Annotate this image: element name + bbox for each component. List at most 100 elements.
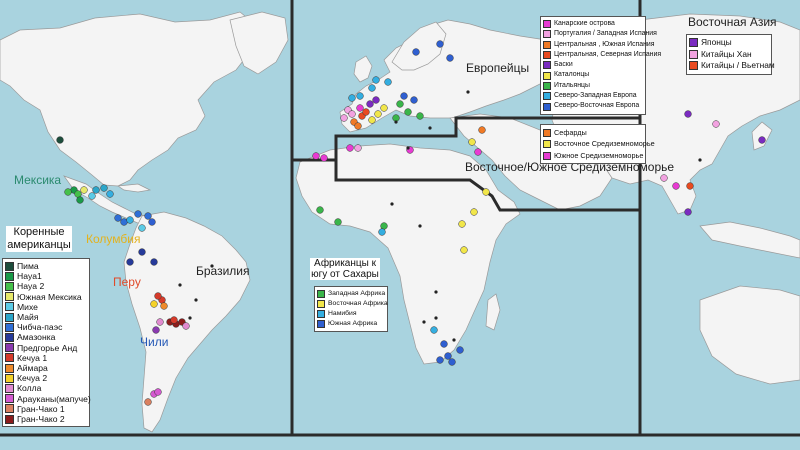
- sample-dot: [468, 138, 476, 146]
- legend-swatch: [543, 81, 551, 90]
- legend-swatch: [543, 40, 551, 49]
- legend-swatch: [5, 261, 14, 271]
- legend-label: Восточная Африка: [328, 300, 388, 307]
- legend-swatch: [543, 151, 551, 160]
- africa: [295, 143, 521, 365]
- legend-swatch: [5, 384, 14, 394]
- sample-dot: [80, 186, 88, 194]
- sample-dot: [150, 258, 158, 266]
- sample-dot: [156, 318, 164, 326]
- sample-dot: [412, 48, 420, 56]
- eastasia-title: Восточная Азия: [688, 15, 777, 29]
- sample-dot: [758, 136, 766, 144]
- legend-item: Колла: [5, 383, 87, 393]
- legend-label: Гран-Чако 2: [17, 414, 65, 425]
- sample-dot: [392, 114, 400, 122]
- legend-item: Пима: [5, 261, 87, 271]
- sample-dot: [478, 126, 486, 134]
- sample-dot: [88, 192, 96, 200]
- middle-east: [449, 113, 613, 211]
- europe-title: Европейцы: [466, 61, 529, 75]
- legend-swatch: [543, 140, 551, 149]
- legend-label: Западная Африка: [328, 290, 386, 297]
- legend-label: Намибия: [328, 310, 357, 317]
- sample-dot: [154, 388, 162, 396]
- legend-item: Кечуа 2: [5, 373, 87, 383]
- legend-item: Центральная, Северная Испания: [543, 50, 661, 60]
- sample-dot: [340, 114, 348, 122]
- sample-dot: [400, 92, 408, 100]
- legend-item: Португалия / Западная Испания: [543, 29, 657, 39]
- legend-swatch: [5, 312, 14, 322]
- sample-dot: [76, 196, 84, 204]
- legend-swatch: [5, 322, 14, 332]
- legend-swatch: [5, 292, 14, 302]
- sample-dot: [436, 356, 444, 364]
- legend-label: Каталонцы: [554, 71, 590, 79]
- legend-item: Восточная Африка: [317, 299, 388, 309]
- sample-dot: [380, 104, 388, 112]
- legend-item: Восточное Средиземноморье: [543, 138, 655, 149]
- australia: [699, 285, 800, 385]
- legend-item: Намибия: [317, 309, 385, 319]
- legend-swatch: [543, 92, 551, 101]
- sample-dot: [430, 326, 438, 334]
- legend-label: Центральная, Северная Испания: [554, 50, 662, 58]
- legend-label: Аймара: [17, 363, 48, 374]
- legend-native-american: Пима Наyа1 Наyа 2 Южная Мексика Михе Майя Чибч…: [2, 258, 91, 428]
- sample-dot: [372, 76, 380, 84]
- sample-dot: [684, 110, 692, 118]
- legend-swatch: [543, 61, 551, 70]
- legend-item: Амазонка: [5, 332, 87, 342]
- frame-line: [334, 116, 640, 160]
- legend-label: Китайцы / Вьетнам: [701, 60, 775, 70]
- sample-dot: [106, 190, 114, 198]
- legend-item: Аймара: [5, 363, 87, 373]
- legend-label: Южное Средиземноморье: [554, 150, 644, 160]
- sample-dot: [188, 316, 192, 320]
- sample-dot: [126, 258, 134, 266]
- sample-dot: [144, 398, 152, 406]
- legend-label: Михе: [17, 301, 38, 312]
- sample-dot: [406, 146, 410, 150]
- legend-swatch: [317, 310, 325, 318]
- sample-dot: [348, 110, 356, 118]
- sample-dot: [366, 100, 374, 108]
- legend-label: Китайцы Хан: [701, 48, 752, 59]
- legend-item: Баски: [543, 60, 643, 70]
- sample-dot: [152, 326, 160, 334]
- legend-label: Арауканы(мапуче): [17, 393, 91, 404]
- sample-dot: [348, 94, 356, 102]
- label-peru: Перу: [113, 275, 141, 289]
- sample-dot: [312, 152, 320, 160]
- legend-swatch: [5, 414, 14, 424]
- legend-label: Гран-Чако 1: [17, 403, 65, 414]
- legend-swatch: [317, 320, 325, 328]
- legend-swatch: [5, 271, 14, 281]
- legend-item: Гран-Чако 1: [5, 404, 87, 414]
- legend-item: Южное Средиземноморье: [543, 150, 643, 161]
- legend-swatch: [5, 302, 14, 312]
- sample-dot: [440, 340, 448, 348]
- legend-item: Японцы: [689, 37, 769, 49]
- sample-dot: [416, 112, 424, 120]
- legend-item: Кечуа 1: [5, 353, 87, 363]
- sample-dot: [356, 104, 364, 112]
- sample-dot: [698, 158, 702, 162]
- legend-swatch: [543, 128, 551, 137]
- africa-title: Африканцы к югу от Сахары: [310, 258, 380, 280]
- sample-dot: [194, 298, 198, 302]
- legend-swatch: [5, 373, 14, 383]
- legend-swatch: [5, 353, 14, 363]
- japan: [751, 121, 773, 151]
- sample-dot: [354, 122, 362, 130]
- legend-swatch: [543, 102, 551, 111]
- sample-dot: [470, 208, 478, 216]
- legend-swatch: [5, 363, 14, 373]
- sample-dot: [686, 182, 694, 190]
- legend-swatch: [5, 282, 14, 291]
- sample-dot: [458, 220, 466, 228]
- legend-swatch: [317, 300, 325, 308]
- legend-label: Канарские острова: [554, 20, 615, 27]
